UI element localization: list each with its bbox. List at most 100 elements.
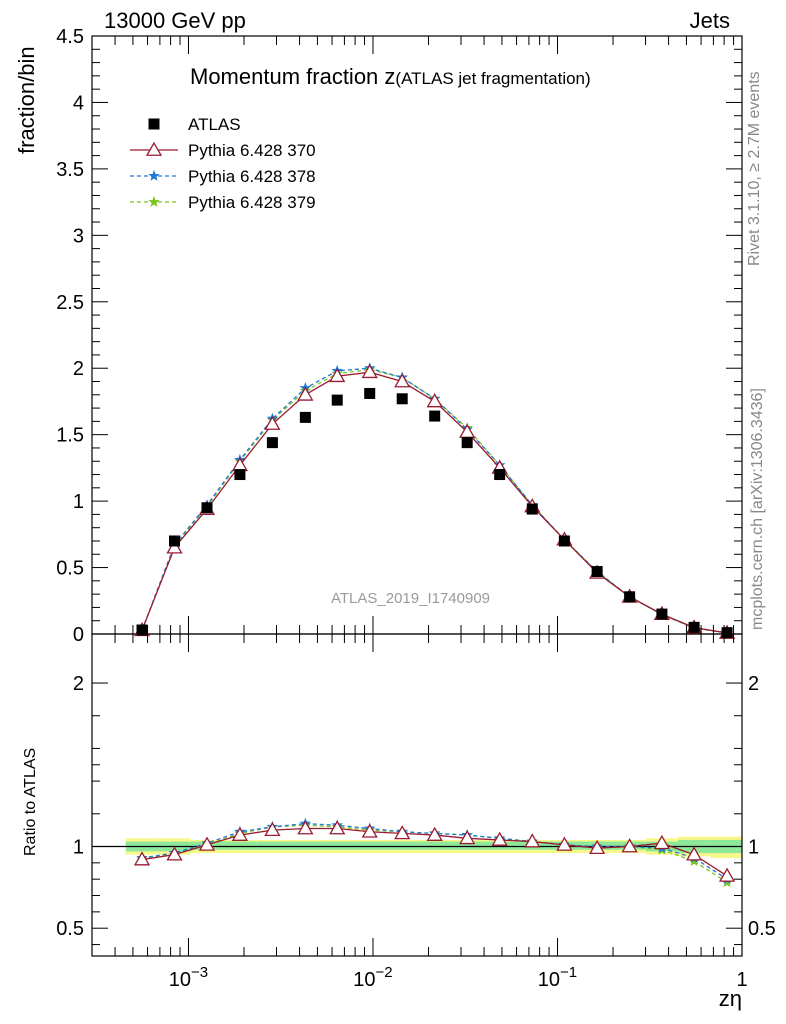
main-ytick-label: 3.5 xyxy=(56,159,84,181)
legend-marker-p379 xyxy=(148,196,160,207)
chart-title: Momentum fraction z(ATLAS jet fragmentat… xyxy=(190,64,591,90)
band-inner-bin xyxy=(450,841,484,850)
ratio-point-p370 xyxy=(297,820,314,835)
point-data xyxy=(526,503,538,515)
tick-layer: 0 0.5 1 1.5 2 2.5 3 3.5 4 4.5 0.5 0.5 1 1 2 2 10−3 10−2 10… xyxy=(56,26,776,991)
main-ytick-label: 0 xyxy=(73,624,84,646)
band-inner-bin xyxy=(321,841,354,850)
legend-marker-data xyxy=(148,118,160,130)
point-p370 xyxy=(394,373,411,388)
point-data xyxy=(591,566,603,578)
band-inner-bin xyxy=(353,841,386,850)
y-axis-label-bottom: Ratio to ATLAS xyxy=(22,747,39,856)
main-ytick-label: 3 xyxy=(73,225,84,247)
rivet-label: Rivet 3.1.10, ≥ 2.7M events xyxy=(746,71,763,266)
point-data xyxy=(624,591,636,603)
ratio-point-p370 xyxy=(361,823,378,838)
y-axis-label-top: fraction/bin xyxy=(14,46,39,154)
watermark: ATLAS_2019_I1740909 xyxy=(331,590,491,607)
point-data xyxy=(656,608,668,620)
ratio-point-p370 xyxy=(329,820,346,835)
band-inner-bin xyxy=(223,841,257,850)
point-p370 xyxy=(361,363,378,379)
legend-label-p370: Pythia 6.428 370 xyxy=(188,141,316,160)
series-layer xyxy=(133,362,736,888)
ratio-point-p370 xyxy=(426,826,443,841)
mcplots-label: mcplots.cern.ch [arXiv:1306.3436] xyxy=(749,388,766,630)
axes-frames xyxy=(91,35,743,957)
point-data xyxy=(461,437,473,449)
header-left: 13000 GeV pp xyxy=(104,8,246,33)
legend-label-p379: Pythia 6.428 379 xyxy=(188,193,316,212)
point-data xyxy=(721,627,733,639)
ratio-point-p370 xyxy=(621,838,638,853)
ratio-point-p370 xyxy=(524,833,541,848)
ratio-point-p379 xyxy=(688,855,700,867)
point-data xyxy=(201,502,213,514)
ratio-point-p370 xyxy=(491,831,508,846)
point-data xyxy=(299,411,311,423)
point-data xyxy=(234,469,246,481)
point-p370 xyxy=(426,393,443,408)
main-ytick-label: 2 xyxy=(73,358,84,380)
point-data xyxy=(494,469,506,481)
xtick-label: 1 xyxy=(736,969,747,991)
ratio-ytick-label-right: 0.5 xyxy=(748,918,776,940)
point-data xyxy=(331,394,343,406)
x-axis-label: zη xyxy=(718,986,742,1011)
point-data xyxy=(266,437,278,449)
xtick-label: 10−3 xyxy=(169,964,208,991)
ratio-point-p370 xyxy=(264,821,281,837)
main-ytick-label: 0.5 xyxy=(56,558,84,580)
main-ytick-label: 1 xyxy=(73,491,84,513)
chart-title-main: Momentum fraction z xyxy=(190,64,396,89)
ratio-point-p370 xyxy=(556,836,573,851)
band-inner-bin xyxy=(256,841,289,850)
ratio-panel-frame xyxy=(91,633,743,957)
band-inner-bin xyxy=(288,841,322,850)
ratio-point-p370 xyxy=(133,851,151,866)
ratio-point-p379 xyxy=(721,876,733,888)
ratio-point-p370 xyxy=(589,839,606,855)
main-ytick-label: 1.5 xyxy=(56,425,84,447)
band-inner-bin xyxy=(385,841,419,850)
band-inner-bin xyxy=(418,841,451,850)
ratio-point-p370 xyxy=(718,867,736,882)
ratio-point-p370 xyxy=(653,834,671,850)
ratio-point-p370 xyxy=(394,825,411,840)
main-ytick-label: 2.5 xyxy=(56,292,84,314)
point-data xyxy=(169,535,181,547)
legend-label-data: ATLAS xyxy=(188,115,241,134)
xtick-label: 10−1 xyxy=(538,964,577,991)
ratio-point-p370 xyxy=(231,826,249,841)
point-p370 xyxy=(297,386,314,401)
chart-title-sub: (ATLAS jet fragmentation) xyxy=(395,69,591,88)
point-data xyxy=(429,410,441,422)
legend-marker-p370 xyxy=(145,141,163,156)
ratio-point-p370 xyxy=(685,846,703,861)
point-data xyxy=(688,621,700,633)
main-ytick-label: 4 xyxy=(73,92,84,114)
point-data xyxy=(558,535,570,547)
ratio-ytick-label-right: 2 xyxy=(748,673,759,695)
header-right: Jets xyxy=(689,8,730,33)
xtick-label: 10−2 xyxy=(353,964,392,991)
main-ytick-label: 4.5 xyxy=(56,26,84,48)
ratio-point-p370 xyxy=(198,836,216,851)
ratio-point-p370 xyxy=(166,846,183,861)
ratio-ytick-label: 2 xyxy=(73,673,84,695)
legend-marker-p378 xyxy=(148,170,160,181)
ratio-ytick-label-right: 1 xyxy=(748,836,759,858)
point-data xyxy=(364,387,376,399)
ratio-point-p370 xyxy=(459,830,476,845)
ratio-ytick-label: 1 xyxy=(73,836,84,858)
point-p370 xyxy=(329,367,346,383)
point-p370 xyxy=(264,415,281,430)
legend-label-p378: Pythia 6.428 378 xyxy=(188,167,316,186)
point-data xyxy=(136,624,148,636)
legend: ATLAS Pythia 6.428 370 Pythia 6.428 378 Pyt… xyxy=(130,115,316,212)
point-data xyxy=(396,393,408,405)
point-p370 xyxy=(166,539,183,554)
ratio-ytick-label: 0.5 xyxy=(56,918,84,940)
